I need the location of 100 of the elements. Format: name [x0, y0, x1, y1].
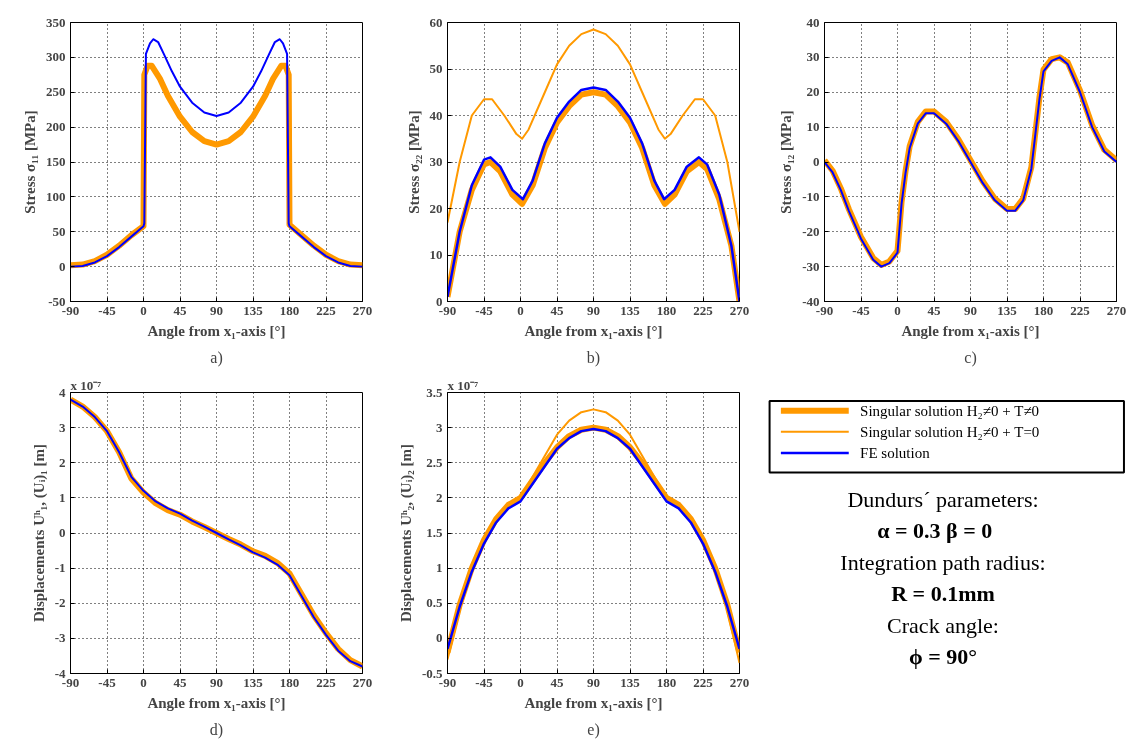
x-tick-label: 225 [693, 302, 714, 318]
annotation: x 10⁻⁷ [70, 377, 102, 393]
y-tick-label: 0 [59, 525, 66, 540]
y-tick-label: -0.5 [421, 665, 443, 681]
x-tick-label: -45 [852, 302, 871, 318]
y-tick-label: 2 [436, 489, 443, 505]
x-tick-label: 135 [620, 674, 641, 690]
y-tick-label: 0 [59, 258, 66, 274]
x-tick-label: 225 [316, 302, 337, 318]
y-tick-label: 40 [806, 14, 820, 30]
x-tick-label: 180 [656, 674, 677, 690]
x-tick-label: 135 [997, 302, 1018, 318]
x-tick-label: 135 [620, 302, 641, 318]
x-tick-label: 45 [550, 674, 564, 690]
x-tick-label: 45 [173, 674, 187, 690]
text: c) [964, 348, 977, 367]
y-tick-label: -10 [802, 188, 820, 204]
y-tick-label: 10 [806, 119, 820, 135]
y-tick-label: 30 [429, 154, 443, 169]
y-tick-label: 30 [806, 49, 820, 65]
y-tick-label: 2 [59, 454, 66, 470]
x-tick-label: -45 [475, 674, 494, 690]
y-tick-label: 250 [46, 84, 66, 100]
x-tick-label: 90 [964, 302, 977, 318]
y-tick-label: 300 [46, 49, 66, 65]
y-tick-label: 3 [59, 419, 66, 435]
y-tick-label: -50 [48, 293, 66, 309]
y-axis-title: Stress σ₂₂ [MPa] [405, 110, 422, 214]
x-tick-label: 135 [243, 674, 264, 690]
x-tick-label: 90 [210, 674, 223, 690]
y-tick-label: 1 [59, 489, 66, 505]
text: α = 0.3 β = 0 [877, 518, 993, 544]
y-tick-label: 3.5 [426, 384, 443, 400]
y-tick-label: 20 [806, 84, 820, 100]
x-tick-label: -45 [98, 674, 117, 690]
x-tick-label: 225 [693, 674, 714, 690]
text: a) [210, 348, 223, 367]
x-tick-label: 0 [140, 302, 147, 318]
y-axis-title: Displacements Uʰ₂, (Uᵢ)₂ [m] [397, 443, 415, 623]
x-tick-label: 90 [210, 302, 223, 318]
y-tick-label: -1 [54, 560, 66, 576]
x-tick-label: 270 [729, 674, 750, 690]
x-tick-label: 270 [1106, 302, 1127, 318]
y-tick-label: 10 [429, 247, 443, 262]
x-tick-label: 225 [1070, 302, 1091, 318]
x-tick-label: 180 [1033, 302, 1054, 318]
legend-label: Singular solution H₂≠0 + T=0 [860, 423, 1040, 440]
y-tick-label: 0 [436, 630, 443, 646]
y-tick-label: -30 [802, 258, 820, 274]
y-tick-label: -3 [54, 630, 66, 646]
x-tick-label: 180 [279, 674, 300, 690]
y-tick-label: 60 [429, 14, 443, 30]
x-tick-label: -45 [98, 302, 117, 318]
x-axis-title: Angle from x₁-axis [°] [524, 694, 663, 711]
text: b) [586, 348, 601, 367]
y-tick-label: 200 [46, 119, 66, 135]
text: Integration path radius: [840, 549, 1046, 575]
x-tick-label: 180 [279, 302, 300, 318]
x-tick-label: 270 [352, 302, 373, 318]
x-tick-label: 270 [352, 674, 373, 690]
x-tick-label: 90 [587, 302, 600, 318]
y-tick-label: 350 [46, 14, 66, 30]
legend-label: Singular solution H₂≠0 + T≠0 [860, 402, 1040, 419]
x-tick-label: 90 [587, 674, 600, 690]
x-tick-label: 0 [517, 674, 524, 690]
x-tick-label: 225 [316, 674, 337, 690]
y-tick-label: 50 [52, 223, 66, 239]
x-tick-label: 0 [517, 302, 524, 318]
x-axis-title: Angle from x₁-axis [°] [901, 322, 1040, 339]
y-tick-label: -4 [54, 665, 66, 681]
y-axis-title: Displacements Uʰ₁, (Uᵢ)₁ [m] [30, 443, 48, 623]
x-tick-label: 45 [927, 302, 941, 318]
y-axis-title: Stress σ₁₁ [MPa] [22, 110, 38, 214]
y-tick-label: 40 [429, 107, 443, 123]
text: e) [587, 720, 600, 739]
y-tick-label: -2 [54, 595, 66, 611]
text: R = 0.1mm [891, 581, 995, 607]
y-tick-label: 3 [436, 419, 443, 435]
y-tick-label: 0.5 [426, 595, 443, 611]
y-tick-label: -40 [802, 293, 820, 309]
legend-label: FE solution [860, 444, 931, 461]
x-tick-label: 0 [894, 302, 901, 318]
y-tick-label: 50 [429, 61, 443, 76]
text: d) [209, 720, 224, 739]
x-tick-label: 45 [550, 302, 564, 318]
y-tick-label: 4 [59, 384, 66, 400]
annotation: x 10⁻⁷ [447, 377, 479, 393]
y-tick-label: 100 [46, 188, 66, 204]
x-tick-label: 135 [243, 302, 264, 318]
x-axis-title: Angle from x₁-axis [°] [524, 322, 663, 339]
y-tick-label: 1.5 [426, 525, 443, 540]
x-tick-label: -45 [475, 302, 494, 318]
y-tick-label: 1 [436, 560, 443, 576]
y-tick-label: 0 [813, 154, 820, 169]
x-tick-label: 45 [173, 302, 187, 318]
x-tick-label: 180 [656, 302, 677, 318]
x-tick-label: 270 [729, 302, 750, 318]
y-tick-label: 150 [46, 154, 66, 169]
y-tick-label: -20 [802, 223, 820, 239]
y-tick-label: 2.5 [426, 454, 443, 470]
